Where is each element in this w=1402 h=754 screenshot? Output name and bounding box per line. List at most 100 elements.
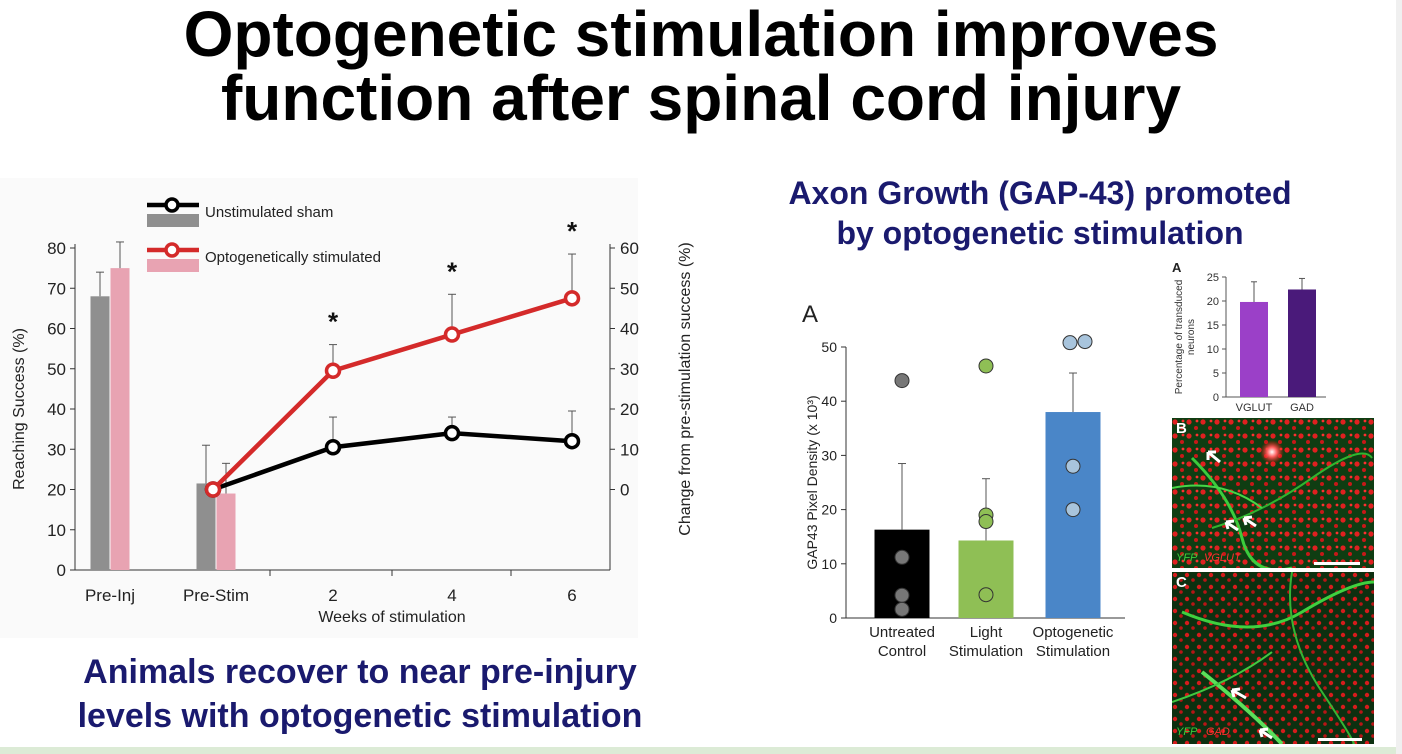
y-tick-label-left: 70 — [47, 279, 66, 298]
y-tick-label: 5 — [1213, 368, 1219, 380]
micrograph-b-image — [1172, 418, 1374, 568]
bar — [110, 268, 130, 570]
y-axis-label-line-1: Percentage of transduced — [1174, 280, 1185, 395]
y-tick-label-left: 40 — [47, 400, 66, 419]
scale-bar — [1318, 738, 1362, 741]
panel-label: A — [1172, 260, 1182, 275]
x-tick-label: Control — [878, 643, 926, 660]
bar — [1288, 289, 1316, 397]
slide-title: Optogenetic stimulation improves functio… — [0, 2, 1402, 130]
y-tick-label: 10 — [1207, 344, 1219, 356]
micrograph-b: B YFP VGLUT — [1172, 418, 1374, 568]
y-axis-label-left: Reaching Success (%) — [11, 328, 28, 490]
bar — [196, 483, 216, 570]
x-tick-label: 2 — [328, 586, 337, 605]
x-tick-label: 6 — [567, 586, 576, 605]
significance-star: * — [328, 307, 339, 337]
gap43-density-chart: A 0 10 20 30 40 50 GAP43 Pixel Density (x 10³) U… — [802, 301, 1125, 660]
y-tick-label: 25 — [1207, 272, 1219, 284]
y-tick-label: 50 — [821, 339, 837, 355]
x-tick-label: Pre-Inj — [85, 586, 135, 605]
y-tick-label-left: 20 — [47, 481, 66, 500]
x-tick-label: Pre-Stim — [183, 586, 249, 605]
y-tick-label: 20 — [1207, 296, 1219, 308]
y-tick-label-right: 50 — [620, 279, 639, 298]
y-tick-label: 10 — [821, 556, 837, 572]
legend-swatch — [147, 214, 199, 227]
data-point — [978, 587, 994, 603]
y-axis-label: GAP43 Pixel Density (x 10³) — [804, 395, 820, 569]
right-heading-line-1: Axon Growth (GAP-43) promoted — [788, 175, 1292, 211]
bar — [1240, 301, 1268, 397]
right-heading: Axon Growth (GAP-43) promoted by optogen… — [735, 173, 1345, 253]
significance-star: * — [567, 216, 578, 246]
legend-marker — [164, 197, 180, 213]
y-tick-label-left: 80 — [47, 239, 66, 258]
y-axis-label-right: Change from pre-stimulation success (%) — [677, 242, 694, 535]
bar — [958, 540, 1014, 618]
y-tick-label-right: 10 — [620, 440, 639, 459]
x-tick-label: Light — [970, 624, 1003, 641]
reaching-success-chart: 0 10 20 30 40 50 60 70 80 0 10 20 30 40 50 60 Pre-Inj Pre… — [11, 197, 694, 626]
data-point — [563, 290, 581, 307]
y-axis-label-line-2: neurons — [1186, 319, 1197, 355]
y-tick-label-right: 30 — [620, 360, 639, 379]
y-tick-label-right: 60 — [620, 239, 639, 258]
x-tick-label: 4 — [447, 586, 456, 605]
micrograph-c-caption-yfp: YFP — [1176, 726, 1198, 738]
micrograph-b-caption-vglut: VGLUT — [1204, 552, 1241, 564]
y-tick-label-left: 30 — [47, 440, 66, 459]
y-tick-label-right: 0 — [620, 481, 629, 500]
data-point — [894, 373, 910, 389]
legend-label: Unstimulated sham — [205, 204, 333, 221]
micrograph-c: C YFP GAD — [1172, 572, 1374, 744]
x-tick-label: Stimulation — [949, 643, 1023, 660]
x-tick-label: GAD — [1290, 402, 1314, 414]
y-tick-label-left: 10 — [47, 521, 66, 540]
x-tick-label: Stimulation — [1036, 643, 1110, 660]
micrograph-b-label: B — [1176, 420, 1187, 437]
data-point — [443, 326, 461, 343]
data-point — [324, 362, 342, 380]
y-tick-label: 30 — [821, 447, 837, 463]
bar — [216, 493, 236, 570]
right-edge — [1396, 0, 1402, 754]
data-point — [204, 481, 222, 498]
legend-swatch — [147, 259, 199, 272]
bar — [90, 296, 110, 570]
y-tick-label-left: 50 — [47, 360, 66, 379]
x-tick-label: VGLUT — [1236, 402, 1273, 414]
y-tick-label-right: 40 — [620, 320, 639, 339]
y-tick-label-left: 0 — [57, 561, 66, 580]
y-tick-label: 15 — [1207, 320, 1219, 332]
legend-label: Optogenetically stimulated — [205, 249, 381, 266]
bottom-border — [0, 747, 1402, 754]
data-point — [443, 424, 461, 442]
micrograph-c-caption-gad: GAD — [1206, 726, 1230, 738]
micrograph-c-image — [1172, 572, 1374, 744]
x-tick-label: Optogenetic — [1033, 624, 1114, 641]
y-tick-label: 0 — [829, 610, 837, 626]
series-line — [212, 430, 573, 492]
slide-title-line-2: function after spinal cord injury — [220, 62, 1182, 134]
x-axis-label: Weeks of stimulation — [318, 609, 465, 626]
data-point — [563, 432, 581, 450]
series-line — [211, 296, 573, 492]
data-point — [1077, 334, 1093, 350]
scale-bar — [1314, 562, 1360, 565]
data-point — [894, 587, 910, 603]
x-tick-label: Untreated — [869, 624, 935, 641]
transduced-neurons-chart: A 0 5 10 15 20 25 VGLUT GAD Percentage of transdu… — [1172, 260, 1326, 414]
y-tick-label-right: 20 — [620, 400, 639, 419]
left-caption: Animals recover to near pre-injury level… — [0, 650, 720, 738]
data-point — [978, 514, 994, 530]
data-point — [1065, 502, 1081, 518]
left-caption-line-2: levels with optogenetic stimulation — [77, 697, 643, 735]
slide-title-line-1: Optogenetic stimulation improves — [183, 0, 1219, 70]
panel-label: A — [802, 301, 818, 328]
data-point — [894, 601, 910, 617]
micrograph-b-caption-yfp: YFP — [1176, 552, 1198, 564]
significance-star: * — [447, 256, 458, 286]
y-tick-label-left: 60 — [47, 320, 66, 339]
y-tick-label: 0 — [1213, 392, 1219, 404]
